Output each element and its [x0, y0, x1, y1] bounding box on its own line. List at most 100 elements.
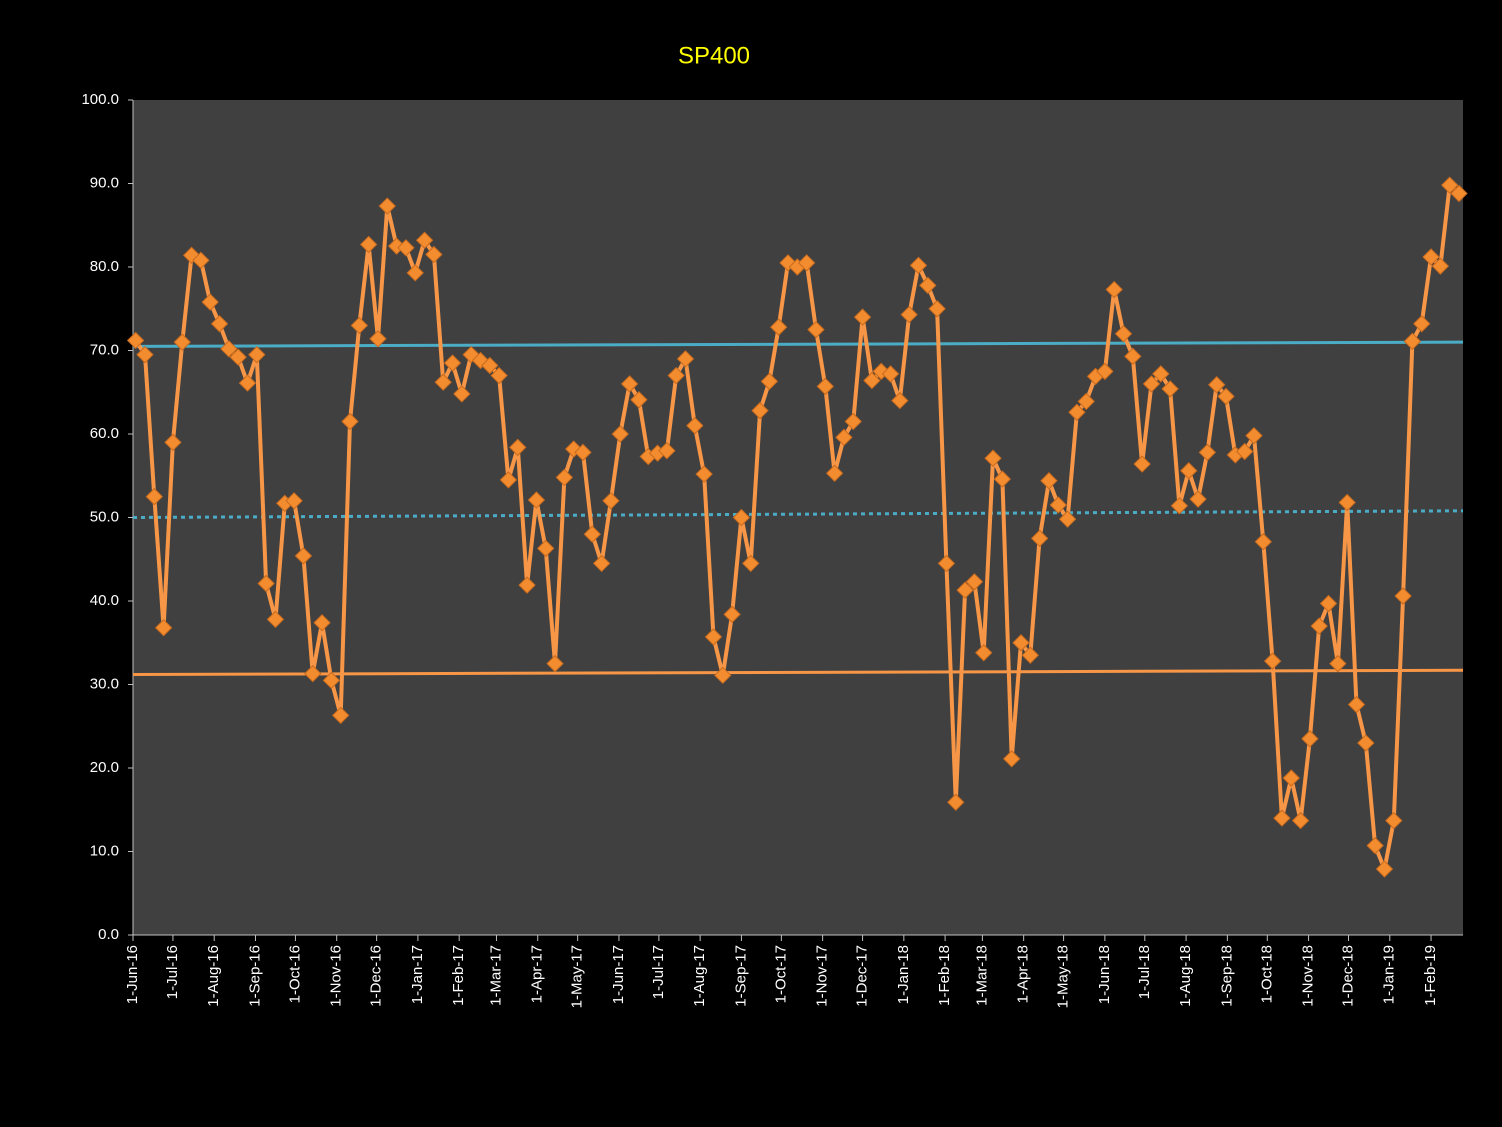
x-tick-label: 1-Jan-17: [409, 945, 426, 1004]
data-point: [574, 443, 592, 462]
x-tick-label: 1-May-17: [569, 945, 586, 1008]
x-tick-label: 1-Dec-18: [1339, 945, 1356, 1007]
data-point: [1394, 587, 1412, 605]
x-tick-label: 1-Jul-16: [164, 945, 181, 999]
y-tick-label: 30.0: [90, 675, 119, 692]
data-point: [415, 231, 434, 249]
data-point: [993, 470, 1012, 488]
data-point: [769, 318, 788, 336]
x-tick-label: 1-Feb-17: [450, 945, 467, 1006]
data-point: [201, 293, 219, 311]
x-tick-label: 1-Jun-16: [124, 945, 141, 1004]
data-point: [397, 239, 415, 257]
x-tick-label: 1-Oct-18: [1258, 945, 1275, 1003]
data-point: [378, 197, 396, 215]
x-tick-label: 1-Oct-16: [286, 945, 303, 1003]
data-point: [126, 331, 145, 350]
data-point: [266, 610, 285, 629]
data-point: [1198, 443, 1217, 462]
data-point: [322, 671, 341, 690]
data-point: [1040, 472, 1058, 490]
data-point: [1217, 387, 1235, 406]
data-point: [863, 371, 881, 390]
data-point: [350, 316, 369, 335]
data-point: [1385, 811, 1403, 830]
x-tick-label: 1-Jun-18: [1096, 945, 1113, 1004]
data-point: [1124, 347, 1142, 366]
data-point: [947, 793, 965, 811]
y-tick-label: 100.0: [81, 91, 119, 108]
data-point: [145, 487, 164, 506]
x-tick-label: 1-Sep-18: [1218, 945, 1235, 1007]
x-tick-label: 1-Aug-17: [691, 945, 708, 1007]
y-tick-label: 90.0: [90, 174, 119, 191]
data-point: [537, 539, 555, 558]
data-point: [695, 465, 713, 483]
x-tick-label: 1-Feb-19: [1422, 945, 1439, 1006]
data-point: [704, 628, 723, 646]
data-point: [359, 235, 378, 254]
data-point: [592, 554, 611, 573]
data-point: [220, 340, 238, 358]
data-point: [1189, 490, 1207, 508]
data-point: [173, 333, 191, 351]
data-point: [136, 345, 154, 364]
x-tick-label: 1-Feb-18: [936, 945, 953, 1006]
data-point: [229, 348, 247, 366]
y-tick-label: 60.0: [90, 425, 119, 442]
data-point: [1142, 375, 1161, 393]
data-point: [1180, 462, 1198, 480]
data-point: [760, 372, 779, 391]
data-point: [723, 605, 741, 624]
data-point: [304, 664, 322, 683]
data-point: [238, 374, 257, 392]
data-point: [1030, 529, 1049, 548]
data-point: [891, 391, 909, 410]
data-point: [1273, 809, 1291, 827]
x-tick-label: 1-Aug-16: [205, 945, 222, 1007]
data-point: [1105, 280, 1123, 299]
data-point: [1263, 652, 1282, 670]
data-point: [1338, 493, 1356, 512]
data-point: [1431, 257, 1450, 275]
data-point: [341, 412, 359, 431]
data-point: [285, 492, 303, 510]
data-point: [453, 385, 471, 403]
data-point: [1440, 176, 1459, 194]
data-point: [564, 440, 583, 458]
x-tick-label: 1-Dec-16: [368, 945, 385, 1007]
data-point: [965, 573, 984, 591]
data-point: [1422, 248, 1440, 266]
data-point: [816, 377, 834, 396]
x-tick-label: 1-Nov-16: [328, 945, 345, 1007]
data-point: [975, 644, 993, 662]
data-point: [686, 416, 704, 435]
data-point: [1245, 426, 1263, 445]
data-point: [555, 468, 574, 487]
data-point: [797, 254, 816, 272]
data-point: [984, 449, 1002, 467]
data-point: [1310, 617, 1328, 635]
data-point: [1450, 184, 1468, 203]
data-point: [742, 554, 760, 573]
data-point: [1207, 376, 1226, 394]
data-point: [620, 375, 639, 393]
x-tick-label: 1-Jul-17: [650, 945, 667, 999]
x-tick-label: 1-Nov-17: [814, 945, 831, 1007]
data-point: [630, 391, 648, 409]
y-tick-label: 0.0: [98, 926, 119, 943]
y-tick-label: 70.0: [90, 341, 119, 358]
data-point: [807, 320, 825, 339]
y-tick-label: 20.0: [90, 759, 119, 776]
data-point: [853, 308, 872, 326]
data-point: [164, 433, 182, 452]
y-tick-label: 40.0: [90, 592, 119, 609]
x-tick-label: 1-Jul-18: [1136, 945, 1153, 999]
data-point: [909, 256, 928, 275]
data-point: [1319, 594, 1338, 613]
data-point: [937, 554, 956, 573]
data-point: [369, 330, 387, 348]
data-point: [1021, 646, 1040, 664]
data-point: [1077, 392, 1095, 411]
